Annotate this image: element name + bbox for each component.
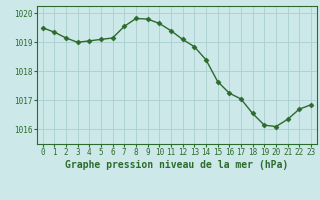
X-axis label: Graphe pression niveau de la mer (hPa): Graphe pression niveau de la mer (hPa): [65, 160, 288, 170]
